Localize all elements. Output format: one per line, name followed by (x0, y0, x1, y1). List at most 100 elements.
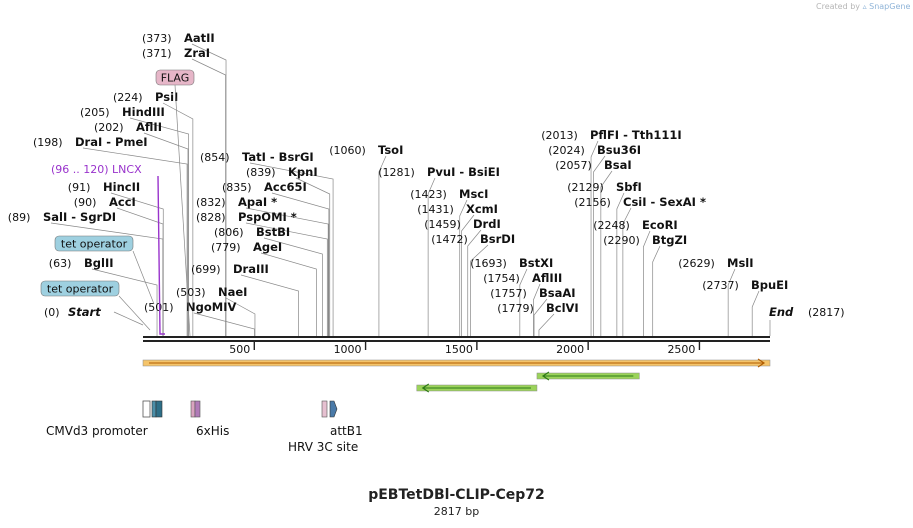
site-name-37: MslI (727, 256, 754, 270)
site-name-0: AatII (184, 31, 215, 45)
site-name-23: XcmI (466, 202, 498, 216)
site-connector-27 (533, 283, 541, 336)
ruler-label-4: 2500 (667, 343, 695, 356)
site-name-38: BpuEI (751, 278, 788, 292)
site-position-37: (2629) (678, 257, 715, 270)
ruler-label-1: 1000 (334, 343, 362, 356)
start-connector (113, 311, 144, 326)
site-position-6: (91) (68, 181, 91, 194)
snapgene-brand: ▵ SnapGene (862, 2, 911, 11)
site-position-19: (699) (191, 263, 221, 276)
site-connector-2 (162, 102, 194, 336)
site-position-29: (1779) (497, 302, 534, 315)
feature-label-text-1: tet operator (61, 238, 128, 251)
site-position-17: (806) (214, 226, 244, 239)
end-position: (2817) (808, 306, 845, 319)
feature-label-text-3: (96 .. 120) LNCX (51, 163, 142, 176)
site-connector-8 (50, 222, 164, 336)
start-label: Start (68, 305, 101, 319)
credit-prefix: Created by (816, 2, 861, 11)
feature-label-text-0: FLAG (161, 72, 190, 85)
site-name-11: NgoMIV (186, 300, 236, 314)
site-position-8: (89) (8, 211, 31, 224)
site-name-14: Acc65I (264, 180, 307, 194)
site-position-14: (835) (222, 181, 252, 194)
site-connector-9 (91, 268, 158, 336)
site-connector-20 (378, 155, 387, 336)
site-position-3: (205) (80, 106, 110, 119)
created-by-credit: Created by ▵ SnapGene (816, 2, 910, 11)
site-name-18: AgeI (253, 240, 282, 254)
site-name-13: KpnI (288, 165, 318, 179)
arrow-head-2 (541, 371, 550, 381)
arrow-head-0 (757, 358, 766, 368)
attb1-glyph (329, 400, 338, 418)
flag-glyph (190, 400, 196, 418)
site-position-30: (2013) (541, 129, 578, 142)
site-position-21: (1281) (378, 166, 415, 179)
site-position-2: (224) (113, 91, 143, 104)
site-position-10: (503) (176, 286, 206, 299)
site-position-35: (2248) (593, 219, 630, 232)
site-connector-10 (225, 297, 256, 336)
site-position-4: (202) (94, 121, 124, 134)
site-connector-0 (191, 43, 227, 336)
site-position-0: (373) (142, 32, 172, 45)
ruler-label-2: 1500 (445, 343, 473, 356)
site-name-6: HincII (103, 180, 140, 194)
site-position-9: (63) (49, 257, 72, 270)
site-name-4: AflII (136, 120, 162, 134)
site-position-31: (2024) (548, 144, 585, 157)
site-position-34: (2156) (574, 196, 611, 209)
site-name-29: BclVI (546, 301, 579, 315)
site-connector-15 (245, 207, 329, 336)
site-connector-26 (519, 268, 528, 336)
site-name-27: AflIII (532, 271, 562, 285)
site-position-16: (828) (196, 211, 226, 224)
site-position-32: (2057) (555, 159, 592, 172)
feature-label-box-2 (40, 280, 120, 297)
site-name-8: SalI - SgrDI (43, 210, 116, 224)
site-position-23: (1431) (417, 203, 454, 216)
site-connector-35 (643, 230, 651, 336)
site-connector-3 (129, 117, 189, 336)
site-position-13: (839) (246, 166, 276, 179)
site-name-33: SbfI (616, 180, 642, 194)
lower-feature-label-1: 6xHis (196, 424, 229, 438)
end-label: End (769, 305, 794, 319)
plasmid-title: pEBTetDBl-CLIP-Cep72 (368, 487, 545, 503)
site-name-1: ZraI (184, 46, 210, 60)
site-connector-1 (191, 58, 226, 336)
site-name-10: NaeI (218, 285, 247, 299)
site-position-7: (90) (74, 196, 97, 209)
site-name-28: BsaAI (539, 286, 576, 300)
site-name-30: PflFI - Tth111I (590, 128, 682, 142)
site-connector-30 (590, 140, 599, 336)
feature-label-box-1 (54, 235, 134, 252)
site-position-33: (2129) (567, 181, 604, 194)
site-position-25: (1472) (431, 233, 468, 246)
site-name-12: TatI - BsrGI (242, 150, 314, 164)
site-position-24: (1459) (424, 218, 461, 231)
site-connector-37 (727, 268, 736, 336)
site-name-20: TsoI (378, 143, 403, 157)
ruler-label-0: 500 (229, 343, 250, 356)
site-position-20: (1060) (329, 144, 366, 157)
site-connector-36 (652, 245, 661, 336)
plasmid-length: 2817 bp (433, 505, 480, 518)
site-connector-21 (427, 177, 436, 336)
site-position-11: (501) (144, 301, 174, 314)
site-position-22: (1423) (410, 188, 447, 201)
feature-label-text-2: tet operator (47, 283, 114, 296)
tet-operator-glyph-1 (151, 400, 157, 418)
site-name-34: CsiI - SexAI * (623, 195, 706, 209)
arrow-head-1 (421, 383, 430, 393)
site-name-15: ApaI * (238, 195, 277, 209)
site-connector-25 (470, 244, 489, 336)
site-connector-28 (533, 298, 548, 336)
ruler-label-3: 2000 (556, 343, 584, 356)
site-connector-22 (459, 199, 468, 336)
lower-feature-label-0: CMVd3 promoter (46, 424, 148, 438)
site-name-2: PsiI (155, 90, 178, 104)
